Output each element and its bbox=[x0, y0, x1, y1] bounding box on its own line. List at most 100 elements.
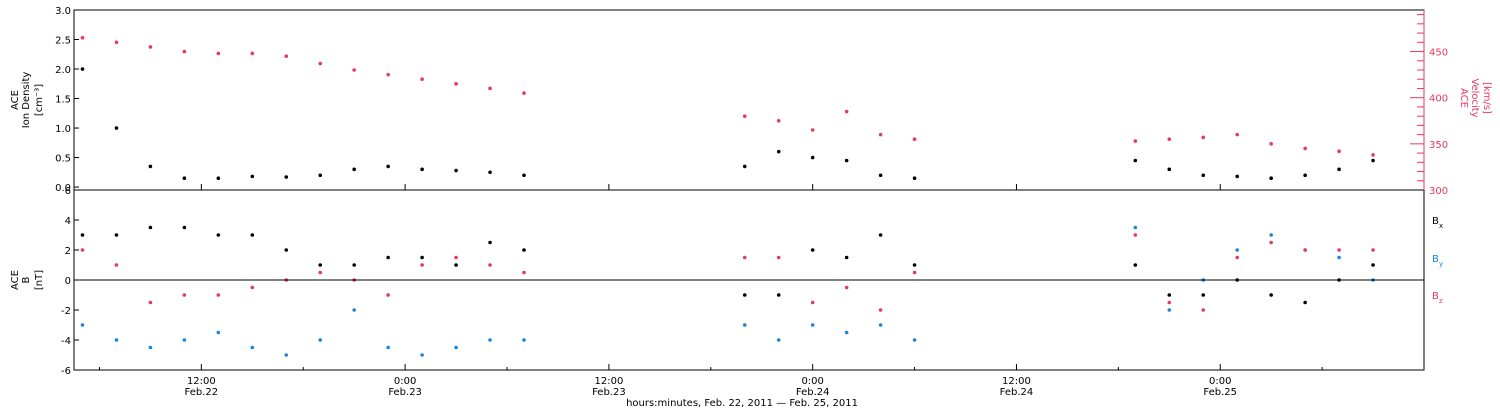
x-tick-date-0: Feb.22 bbox=[185, 387, 219, 398]
bz-point-13 bbox=[522, 270, 526, 275]
b-tick-label-5: 4 bbox=[65, 216, 71, 227]
legend-by-subscript: y bbox=[1439, 260, 1443, 268]
x-tick-date-5: Feb.25 bbox=[1203, 387, 1237, 398]
by-point-21 bbox=[1167, 308, 1172, 312]
bz-point-11 bbox=[454, 255, 458, 260]
x-tick-date-3: Feb.24 bbox=[796, 387, 830, 398]
bx-point-19 bbox=[912, 263, 917, 267]
b-axis-unit: [nT] bbox=[34, 270, 45, 290]
density-point-10 bbox=[420, 167, 424, 172]
bx-point-24 bbox=[1269, 293, 1273, 297]
x-axis-title: hours:minutes, Feb. 22, 2011 — Feb. 25, … bbox=[626, 398, 858, 409]
legend-bx-subscript: x bbox=[1439, 222, 1443, 230]
density-point-23 bbox=[1235, 174, 1240, 179]
velocity-tick-label-1: 350 bbox=[1429, 140, 1448, 151]
bz-point-12 bbox=[488, 263, 492, 267]
x-tick-time-2: 12:00 bbox=[594, 376, 623, 387]
bx-point-9 bbox=[386, 255, 390, 260]
density-point-6 bbox=[284, 175, 289, 179]
bx-point-11 bbox=[454, 263, 458, 267]
by-point-6 bbox=[284, 353, 289, 357]
bx-point-18 bbox=[878, 233, 883, 237]
bx-point-21 bbox=[1167, 293, 1172, 297]
bz-point-7 bbox=[318, 270, 323, 275]
x-tick-time-1: 0:00 bbox=[394, 376, 416, 387]
legend-bz-label: B bbox=[1432, 291, 1439, 302]
bz-point-18 bbox=[878, 308, 883, 312]
velocity-point-15 bbox=[776, 118, 781, 123]
density-point-9 bbox=[386, 164, 390, 169]
velocity-point-22 bbox=[1201, 135, 1206, 140]
bz-point-25 bbox=[1303, 248, 1307, 252]
velocity-point-16 bbox=[810, 128, 815, 132]
x-tick-time-4: 12:00 bbox=[1002, 376, 1031, 387]
density-point-4 bbox=[216, 176, 221, 180]
bx-point-17 bbox=[844, 255, 849, 260]
velocity-tick-label-0: 300 bbox=[1429, 186, 1448, 197]
velocity-point-26 bbox=[1337, 149, 1341, 154]
bz-point-17 bbox=[844, 285, 849, 290]
density-point-3 bbox=[182, 176, 187, 180]
bx-point-0 bbox=[80, 233, 85, 237]
time-axis: 12:00Feb.220:00Feb.2312:00Feb.230:00Feb.… bbox=[98, 184, 1323, 409]
density-point-20 bbox=[1133, 158, 1138, 163]
by-point-2 bbox=[148, 345, 153, 350]
density-point-0 bbox=[80, 67, 85, 71]
bz-point-15 bbox=[776, 255, 781, 260]
density-point-21 bbox=[1167, 167, 1172, 172]
velocity-point-23 bbox=[1235, 132, 1240, 137]
by-point-7 bbox=[318, 338, 323, 342]
bz-point-9 bbox=[386, 293, 390, 297]
bz-point-3 bbox=[182, 293, 187, 297]
density-point-24 bbox=[1269, 176, 1273, 180]
bz-point-1 bbox=[114, 263, 119, 267]
velocity-point-1 bbox=[114, 40, 119, 45]
bx-point-15 bbox=[776, 293, 781, 297]
top-panel-frame bbox=[73, 9, 1425, 191]
density-tick-label-5: 2.5 bbox=[55, 36, 71, 47]
b-tick-label-6: 6 bbox=[65, 186, 71, 197]
x-tick-date-1: Feb.23 bbox=[388, 387, 422, 398]
velocity-point-17 bbox=[844, 109, 849, 114]
bx-point-16 bbox=[810, 248, 815, 252]
velocity-point-2 bbox=[148, 45, 153, 49]
density-point-1 bbox=[114, 126, 119, 130]
density-axis-label-line1: ACE bbox=[10, 90, 21, 110]
density-point-5 bbox=[250, 174, 255, 179]
bx-point-12 bbox=[488, 240, 492, 245]
b-tick-label-3: 0 bbox=[65, 276, 71, 287]
bz-point-5 bbox=[250, 285, 255, 290]
density-point-16 bbox=[810, 155, 815, 160]
bx-point-25 bbox=[1303, 300, 1307, 305]
density-point-8 bbox=[352, 167, 356, 172]
by-point-20 bbox=[1133, 225, 1138, 230]
by-point-16 bbox=[810, 323, 815, 327]
density-tick-label-4: 2.0 bbox=[55, 65, 71, 76]
by-point-4 bbox=[216, 330, 221, 335]
density-tick-label-1: 0.5 bbox=[55, 154, 71, 165]
bz-point-2 bbox=[148, 300, 153, 305]
velocity-point-12 bbox=[488, 86, 492, 91]
by-point-14 bbox=[742, 323, 747, 327]
density-tick-label-3: 1.5 bbox=[55, 95, 71, 106]
by-point-8 bbox=[352, 308, 356, 312]
velocity-point-9 bbox=[386, 72, 390, 77]
velocity-point-8 bbox=[352, 68, 356, 72]
legend-by-label: B bbox=[1432, 254, 1439, 265]
bx-point-22 bbox=[1201, 293, 1206, 297]
bz-point-10 bbox=[420, 263, 424, 267]
density-point-12 bbox=[488, 170, 492, 175]
density-axis-label-line2: Ion Density bbox=[21, 72, 32, 129]
density-point-15 bbox=[776, 149, 781, 154]
by-point-15 bbox=[776, 338, 781, 342]
density-point-22 bbox=[1201, 173, 1206, 178]
bx-point-5 bbox=[250, 233, 255, 237]
bz-point-22 bbox=[1201, 308, 1206, 312]
velocity-point-10 bbox=[420, 77, 424, 82]
by-point-26 bbox=[1337, 255, 1341, 260]
density-point-2 bbox=[148, 164, 153, 169]
b-axis-label-line2: B bbox=[21, 276, 32, 283]
velocity-point-20 bbox=[1133, 139, 1138, 143]
density-tick-label-2: 1.0 bbox=[55, 124, 71, 135]
by-point-24 bbox=[1269, 233, 1273, 237]
